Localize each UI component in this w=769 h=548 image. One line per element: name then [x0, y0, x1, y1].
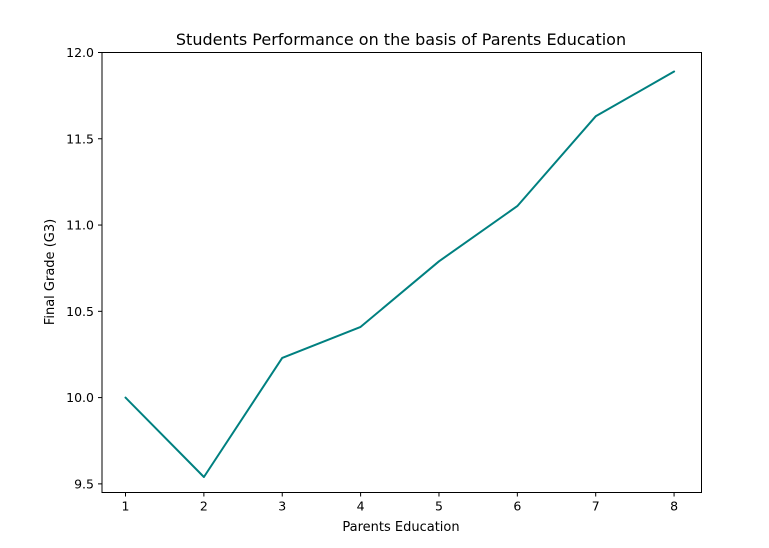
y-tick-label: 10.0: [66, 390, 94, 405]
x-tick-label: 4: [357, 499, 365, 514]
y-tick-label: 10.5: [66, 304, 94, 319]
x-axis-ticks: 1 2 3 4 5 6 7 8: [122, 492, 678, 514]
plot-area-frame: [101, 52, 702, 493]
y-tick-label: 12.0: [66, 45, 94, 60]
x-tick-label: 6: [513, 499, 521, 514]
x-tick-label: 1: [122, 499, 130, 514]
series-line: [124, 70, 676, 478]
y-tick-label: 9.5: [74, 476, 94, 491]
y-tick-label: 11.0: [66, 218, 94, 233]
x-tick-label: 7: [592, 499, 600, 514]
y-axis-ticks: 9.5 10.0 10.5 11.0 11.5 12.0: [66, 45, 102, 491]
series-layer: [124, 70, 676, 478]
x-tick-label: 3: [278, 499, 286, 514]
x-axis-label: Parents Education: [342, 520, 459, 535]
chart-title: Students Performance on the basis of Par…: [176, 30, 626, 49]
y-tick-label: 11.5: [66, 131, 94, 146]
y-axis-label: Final Grade (G3): [43, 219, 58, 325]
x-tick-label: 5: [435, 499, 443, 514]
x-tick-label: 8: [670, 499, 678, 514]
x-tick-label: 2: [200, 499, 208, 514]
